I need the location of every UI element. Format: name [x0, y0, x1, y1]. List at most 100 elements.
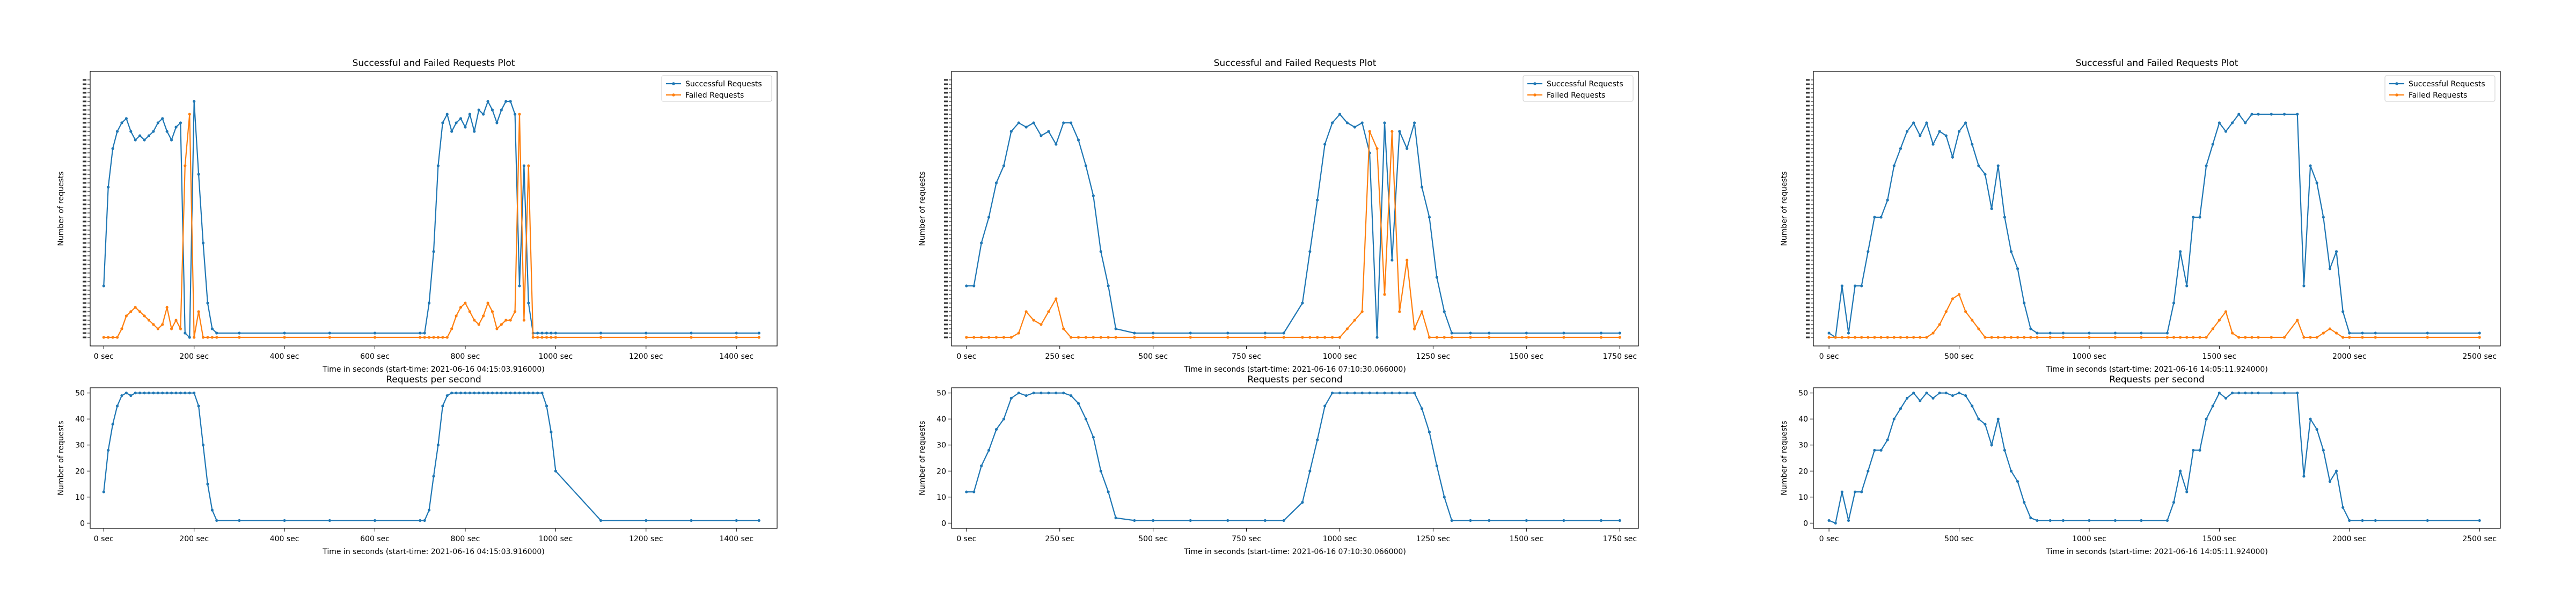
data-point	[486, 392, 489, 395]
data-point	[441, 336, 444, 339]
data-point	[1383, 293, 1386, 296]
data-point	[1919, 134, 1922, 137]
series-0	[102, 100, 760, 339]
data-point	[2315, 181, 2318, 185]
data-point	[550, 336, 553, 339]
y-tick-label	[944, 122, 948, 124]
data-point	[445, 394, 449, 397]
data-point	[2009, 469, 2013, 473]
legend-marker	[2395, 93, 2398, 97]
legend-marker	[2395, 82, 2398, 85]
data-point	[2192, 336, 2195, 339]
data-point	[477, 108, 480, 112]
x-tick-label: 2500 sec	[2462, 535, 2497, 543]
y-tick-label	[1806, 143, 1810, 145]
data-point	[1996, 417, 2000, 421]
y-tick-label	[1806, 208, 1810, 210]
series-line	[1828, 113, 2480, 338]
data-point	[2029, 336, 2032, 339]
x-tick-label: 1500 sec	[1509, 352, 1543, 361]
data-point	[1827, 331, 1831, 335]
data-point	[1925, 392, 1928, 395]
y-tick-label	[1806, 332, 1810, 334]
data-point	[2244, 336, 2247, 339]
data-point	[464, 392, 467, 395]
data-point	[522, 392, 526, 395]
chart-panel-2: Successful and Failed Requests Plot 0 sec…	[918, 58, 1639, 374]
data-point	[1062, 327, 1065, 330]
data-point	[2211, 327, 2214, 330]
y-tick-label	[1806, 220, 1810, 223]
data-point	[1977, 164, 1980, 167]
data-point	[536, 331, 539, 335]
y-tick-label	[1806, 83, 1810, 85]
y-tick-label	[944, 173, 948, 175]
data-point	[197, 173, 200, 176]
data-point	[1938, 323, 1941, 326]
data-point	[120, 121, 123, 124]
y-tick-label	[944, 169, 948, 171]
legend-label: Successful Requests	[1547, 80, 1623, 88]
data-point	[1226, 331, 1230, 335]
y-tick-label	[944, 263, 948, 266]
chart-panel-4: Successful and Failed Requests Plot 0 sec…	[1780, 58, 2501, 374]
data-point	[1469, 519, 1472, 522]
data-point	[2237, 392, 2241, 395]
y-tick-label	[83, 148, 86, 150]
data-point	[184, 331, 187, 335]
data-point	[2361, 336, 2364, 339]
y-tick-label	[1806, 298, 1810, 300]
data-point	[2198, 216, 2201, 219]
data-point	[994, 336, 998, 339]
chart-title: Requests per second	[1247, 374, 1343, 385]
x-tick-label: 0 sec	[1819, 535, 1839, 543]
data-point	[1873, 216, 1876, 219]
data-point	[170, 392, 173, 395]
y-tick-label	[1806, 216, 1810, 218]
data-point	[1964, 121, 1967, 124]
data-point	[2270, 392, 2273, 395]
y-tick-label	[944, 203, 948, 205]
data-point	[328, 519, 331, 522]
data-point	[735, 336, 738, 339]
data-point	[2250, 336, 2253, 339]
y-tick-label: 30	[1798, 441, 1808, 450]
data-point	[554, 469, 557, 473]
data-point	[2185, 490, 2189, 493]
legend: Successful Requests Failed Requests	[1523, 75, 1634, 102]
data-point	[972, 336, 976, 339]
data-point	[1055, 143, 1058, 146]
data-point	[197, 404, 200, 408]
data-point	[1847, 519, 1850, 522]
y-tick-label	[944, 332, 948, 334]
data-point	[206, 482, 209, 486]
data-point	[1599, 336, 1603, 339]
data-point	[972, 490, 976, 493]
data-point	[1420, 186, 1424, 189]
y-tick-label	[944, 165, 948, 167]
data-point	[1957, 392, 1961, 395]
y-axis-label: Number of requests	[57, 171, 65, 246]
data-point	[2282, 113, 2286, 116]
data-point	[1360, 121, 1364, 124]
data-point	[2302, 475, 2306, 478]
x-tick-label: 200 sec	[179, 352, 209, 361]
data-point	[500, 392, 503, 395]
data-point	[2088, 331, 2091, 335]
chart-title: Successful and Failed Requests Plot	[1214, 58, 1377, 69]
data-point	[1525, 519, 1528, 522]
data-point	[2048, 519, 2052, 522]
y-tick-label	[83, 259, 86, 261]
data-point	[1002, 336, 1005, 339]
y-tick-label	[83, 186, 86, 188]
data-point	[1886, 198, 1889, 202]
data-point	[1525, 336, 1528, 339]
data-point	[1428, 216, 1431, 219]
data-point	[2140, 519, 2143, 522]
y-tick-label	[83, 113, 86, 115]
x-tick-label: 1000 sec	[1323, 535, 1357, 543]
y-tick-label	[83, 238, 86, 240]
data-point	[1525, 331, 1528, 335]
y-tick-label	[83, 173, 86, 175]
x-tick-label: 750 sec	[1232, 535, 1261, 543]
